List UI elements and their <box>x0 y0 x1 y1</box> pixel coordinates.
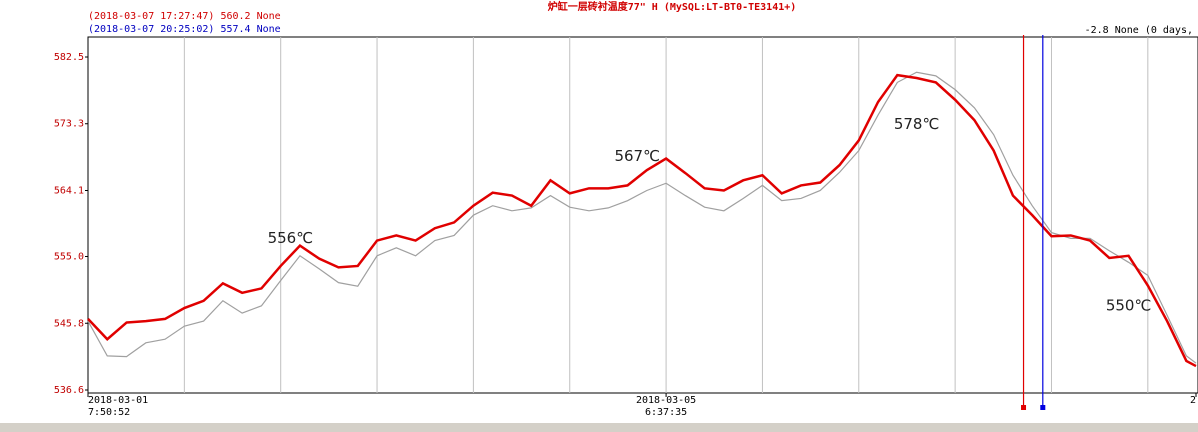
x-tick-label: 2018-03-05 <box>636 395 696 406</box>
annotation: 567℃ <box>614 147 659 165</box>
annotation: 578℃ <box>894 115 939 133</box>
cursor-readout: (2018-03-07 20:25:02) 557.4 None <box>88 24 281 35</box>
annotation: 556℃ <box>268 229 313 247</box>
y-tick-label: 582.5 <box>54 52 84 63</box>
y-tick-label: 536.6 <box>54 385 84 396</box>
cursor-handle <box>1021 405 1027 410</box>
scrollbar <box>0 423 1198 432</box>
x-tick-label: 2018-03-01 <box>88 395 148 406</box>
x-tick-time: 6:37:35 <box>645 407 687 418</box>
cursor-readout: (2018-03-07 17:27:47) 560.2 None <box>88 11 281 22</box>
x-tick-time: 7:50:52 <box>88 407 130 418</box>
y-tick-label: 545.8 <box>54 318 84 329</box>
cursor-handle <box>1040 405 1046 410</box>
y-tick-label: 555.0 <box>54 252 84 263</box>
x-tick-label: 2 <box>1190 395 1196 406</box>
annotation: 550℃ <box>1106 296 1151 314</box>
y-tick-label: 564.1 <box>54 185 84 196</box>
y-tick-label: 573.3 <box>54 119 84 130</box>
delta-readout: -2.8 None (0 days, <box>1085 25 1193 36</box>
series-line <box>87 73 1197 368</box>
plot-frame <box>87 36 1198 394</box>
series-line <box>87 71 1197 364</box>
chart-title: 炉缸一层砖衬温度77" H (MySQL:LT-BT0-TE3141+) <box>548 0 797 13</box>
